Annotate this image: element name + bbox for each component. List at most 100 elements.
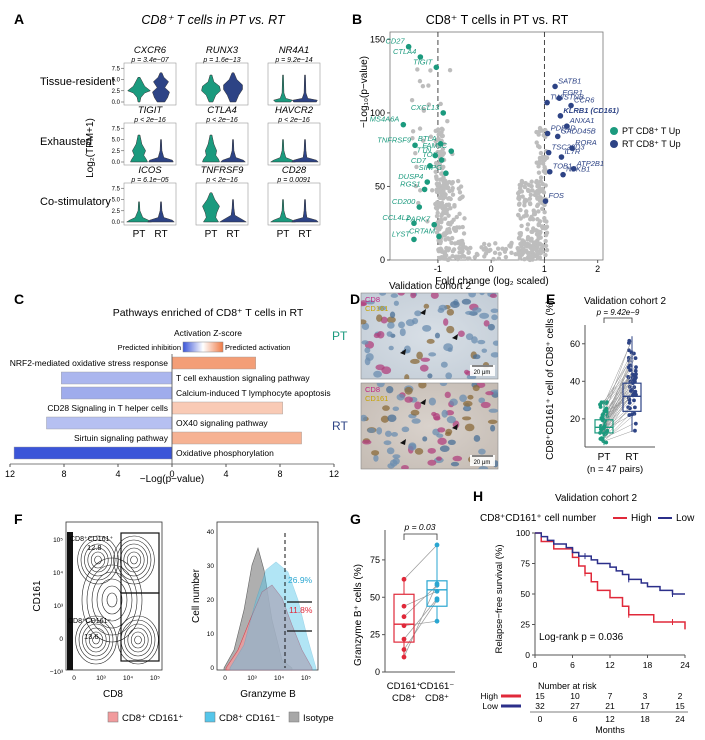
panel-g: G Granzyme B⁺ cells (%) 0 25 50 75 p = 0.03 C… [350,511,455,704]
stained-cell [376,314,383,322]
stained-cell [478,448,486,455]
gene-point-ns [475,252,480,258]
gene-point-pt [400,121,407,128]
pair-line [603,375,632,404]
stained-cell [446,308,455,316]
gate-top-label: CD8⁺CD161⁺ [70,536,113,543]
xtick-label: 24 [680,660,690,670]
pathway-bar [61,386,173,400]
gene-point-ns [441,175,446,180]
gene-point-ns [516,252,522,257]
stained-cell [446,416,456,424]
gene-point-rt [542,198,549,204]
ytick-label: 50 [370,592,380,602]
stained-cell [490,424,496,432]
km-curve-high [535,532,686,630]
xtick-label: CD161⁻ [420,681,455,692]
gene-point-ns [482,254,487,259]
point-rt [626,365,631,370]
gene-point-ns [544,247,550,253]
gate-top-value: 12.8 [87,543,102,552]
pair-line [403,585,438,617]
gene-point-rt [544,99,550,106]
gene-pvalue: p = 0.0091 [276,177,310,184]
xtick-label: 10⁵ [301,675,311,682]
arrowhead [420,399,426,405]
gene-point-ns [462,216,467,221]
gene-point-ns [528,192,534,197]
gene-point-ns [525,234,531,240]
stained-cell [376,383,385,388]
gene-label-pt: CRTAM [409,226,436,235]
xtick-label: 8 [61,469,66,479]
gene-point-ns [516,236,522,241]
pct-cyan: 26.9% [288,575,313,585]
point-cd161-pos [401,603,407,609]
marker-cd8: CD8 [365,385,380,394]
km-curve-low [535,532,685,595]
stained-cell [465,333,474,341]
gene-point-ns [536,209,541,214]
ytick-label: 150 [370,34,385,44]
point-rt [632,398,636,403]
density-contour [84,543,112,577]
gene-label-rt: EGR1 [562,88,582,97]
risk-table-title: Number at risk [538,681,597,691]
gene-point-ns [449,240,454,246]
point-rt [633,428,637,433]
pair-line [604,350,634,405]
gene-point-ns [450,180,455,185]
panel-d-title: Validation cohort 2 [389,281,472,292]
gene-label-rt: CCR6 [574,96,595,105]
ytick-label: 25 [370,630,380,640]
gate-bottom-value: 13.6 [84,632,99,641]
stained-cell [379,293,387,296]
ytick-label: 7.5 [112,66,121,72]
ytick-label: 2.5 [112,89,121,95]
violin-pt [269,199,297,223]
xtick-label: 6 [570,660,575,670]
gene-point-ns [519,189,525,194]
stained-cell [416,351,423,360]
gene-point-ns [535,196,540,201]
pair-line [602,402,635,431]
xtick-label: 4 [223,469,228,479]
panel-h: H Validation cohort 2 CD8⁺CD161⁺ cell nu… [473,488,695,735]
stained-cell [411,418,421,424]
violin-rt [220,139,246,163]
gene-point-ns [416,200,421,206]
pathway-bars: NRF2-mediated oxidative stress response T… [5,354,339,479]
legend-label: CD8⁺ CD161⁺ [122,713,183,724]
point-cd161-neg [434,597,440,603]
stained-cell [397,293,405,296]
gene-point-ns [436,132,441,137]
gene-point-ns [463,245,468,250]
stained-cell [387,321,395,329]
gene-point-rt [558,154,565,160]
gene-point-pt [443,170,449,177]
risk-row-label: High [481,691,499,701]
histogram-ylabel: Cell number [191,568,202,623]
gene-point-ns [439,212,445,217]
gene-pvalue: p = 9.2e−14 [274,57,312,64]
marker-cd8: CD8 [365,295,380,304]
xtick-label: 0 [489,264,494,274]
legend-swatch [107,711,119,723]
stained-cell [361,414,368,422]
ytick-label: 10³ [54,603,64,610]
stained-cell [386,447,395,455]
gene-point-ns [544,155,550,161]
gene-point-ns [444,210,449,216]
stained-cell [435,456,442,461]
gene-label-pt: MS4A6A [370,115,400,124]
gene-point-ns [533,228,539,233]
gene-point-pt [436,233,442,240]
gene-point-ns [537,125,543,131]
stained-cell [464,423,475,432]
stained-cell [439,383,448,387]
pred-activation-label: Predicted activation [225,343,290,352]
gene-point-pt [416,204,423,210]
ytick-label: 30 [207,563,215,570]
gene-point-ns [523,181,528,186]
